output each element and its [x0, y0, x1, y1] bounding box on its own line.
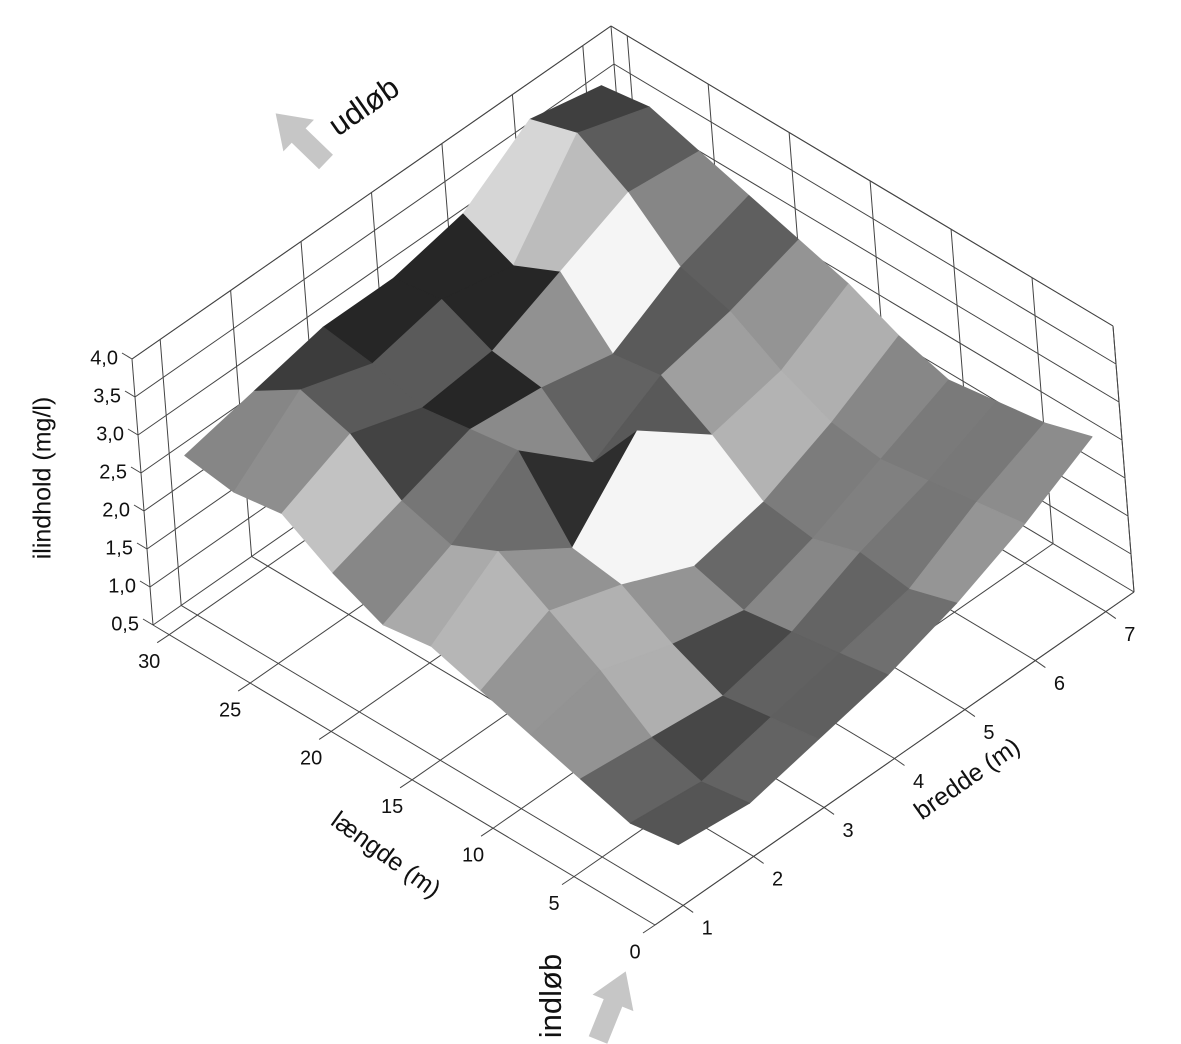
x-tick-label: 5: [548, 893, 559, 915]
grid-line: [1031, 277, 1054, 544]
y-tick-label: 6: [1054, 673, 1065, 695]
tick-mark: [894, 758, 905, 766]
y-tick-label: 4: [913, 771, 924, 793]
x-tick-label: 25: [219, 699, 241, 721]
z-axis-title: ilindhold (mg/l): [29, 397, 57, 560]
tick-mark: [753, 856, 764, 864]
wall-edge: [131, 358, 154, 626]
tick-mark: [133, 504, 145, 512]
grid-line: [159, 339, 182, 606]
tick-mark: [318, 731, 332, 740]
y-tick-label: 3: [842, 820, 853, 842]
x-tick-label: 20: [300, 748, 322, 770]
tick-mark: [156, 634, 170, 644]
x-tick-label: 30: [138, 651, 160, 673]
tick-mark: [136, 542, 148, 550]
floor-edge: [152, 624, 656, 926]
tick-mark: [1105, 611, 1117, 619]
tick-mark: [237, 682, 251, 692]
inlet-arrow: [588, 971, 634, 1044]
tick-mark: [642, 924, 656, 934]
y-tick-label: 7: [1124, 624, 1135, 646]
x-tick-label: 0: [629, 941, 640, 963]
x-tick-label: 10: [462, 845, 484, 867]
inlet-label: indløb: [533, 954, 568, 1038]
tick-mark: [1035, 660, 1046, 668]
z-tick-label: 1,5: [105, 537, 133, 559]
surface: [184, 85, 1093, 846]
tick-mark: [139, 580, 151, 588]
tick-mark: [121, 352, 133, 360]
y-axis-title: bredde (m): [909, 732, 1025, 825]
tick-mark: [130, 466, 142, 474]
outlet-arrow: [275, 113, 333, 170]
tick-mark: [964, 709, 976, 717]
y-tick-label: 2: [772, 869, 783, 891]
surface-cell: [629, 781, 750, 846]
y-tick-label: 5: [983, 722, 994, 744]
y-tick-label: 1: [702, 918, 713, 940]
x-axis-title: længde (m): [326, 806, 446, 904]
grid-line: [180, 604, 684, 906]
grid-line: [613, 63, 1117, 365]
grid-line: [1112, 325, 1135, 593]
tick-mark: [823, 807, 835, 815]
grid-line: [131, 25, 612, 360]
z-tick-label: 4,0: [90, 347, 118, 369]
x-tick-label: 15: [381, 796, 403, 818]
z-tick-label: 0,5: [111, 613, 139, 635]
z-tick-label: 3,5: [93, 385, 121, 407]
outlet-label: udløb: [322, 70, 406, 143]
grid-line: [610, 25, 1114, 327]
labels: 0 5 10 15 20 25 30 1 2 3 4 5 6 7 0,5 1,0 1,5 2,0 2,5 3,0 3,5…: [90, 347, 1135, 963]
tick-mark: [124, 390, 136, 398]
tick-mark: [127, 428, 139, 436]
z-tick-label: 2,5: [99, 461, 127, 483]
tick-mark: [480, 827, 494, 837]
z-tick-label: 2,0: [102, 499, 130, 521]
tick-mark: [142, 618, 154, 626]
z-tick-label: 3,0: [96, 423, 124, 445]
z-tick-label: 1,0: [108, 575, 136, 597]
tick-mark: [682, 905, 694, 913]
tick-mark: [561, 876, 575, 886]
tick-mark: [399, 779, 413, 789]
